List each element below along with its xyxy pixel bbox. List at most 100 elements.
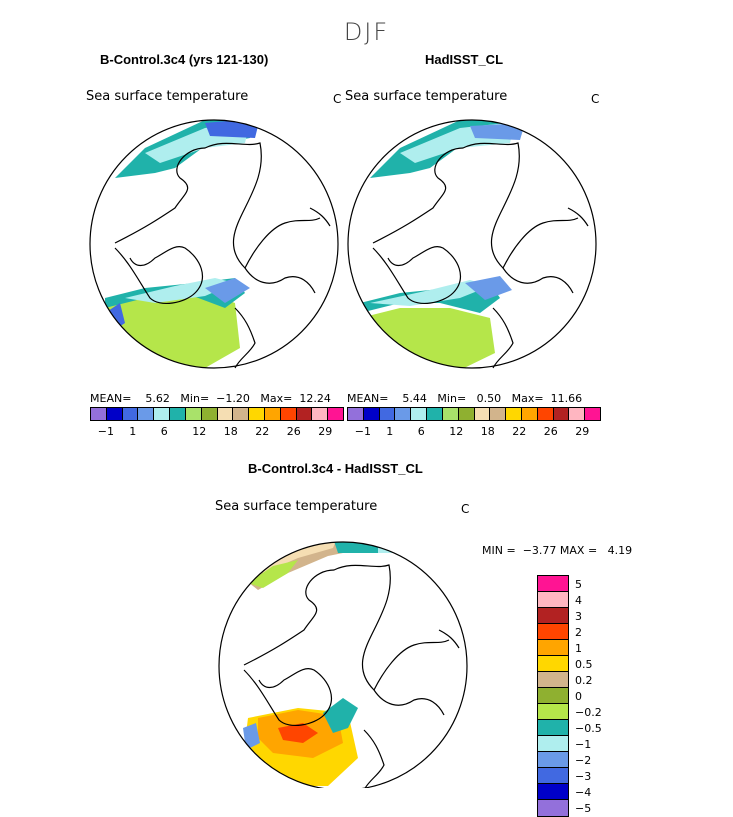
diff-variable: Sea surface temperature [215,499,378,514]
panel-2-atlantic-mild [360,308,495,368]
panel-2-coastlines [372,142,589,369]
panel-2-colorbar-swatch [553,408,570,420]
panel-2-colorbar-swatch [585,408,600,420]
panel-1-colorbar-tick-label: 1 [129,425,137,438]
panel-2-colorbar-swatch [458,408,475,420]
diff-legend-swatch [537,735,569,752]
panel-1-colorbar-tick-label: 29 [318,425,333,438]
panel-2-colorbar-tick-label: −1 [354,425,371,438]
diff-legend-label: −3 [575,770,592,783]
panel-2-title: HadISST_CL [425,52,504,67]
diff-map-border [218,541,468,788]
panel-1-colorbar-tick-label: −1 [97,425,114,438]
diff-pacific-green [248,560,298,588]
panel-1-min: −1.20 [216,392,250,405]
panel-2-colorbar-tick-label: 26 [543,425,558,438]
panel-2-mean: 5.44 [402,392,427,405]
panel-1-colorbar-labels: −1 1 6 12 18 22 26 29 [90,425,342,439]
panel-1-colorbar-tick-label: 6 [160,425,168,438]
panel-1-colorbar-swatch [217,408,234,420]
panel-2-colorbar-swatch [474,408,491,420]
diff-units: C [461,502,470,516]
panel-1-colorbar-swatch [249,408,265,420]
diff-legend-swatch [537,783,569,800]
diff-bering-cool [378,542,403,553]
diff-legend-label: 1 [575,642,582,655]
panel-1-colorbar-tick-label: 12 [192,425,207,438]
panel-2-atlantic-cool [370,280,490,306]
diff-min: −3.77 [522,544,557,557]
panel-2-colorbar-tick-label: 18 [480,425,495,438]
panel-2-colorbar-swatch [442,408,459,420]
diff-legend-swatch [537,607,569,624]
diff-max: 4.19 [607,544,633,557]
panel-1-colorbar-swatch [122,408,139,420]
diff-map [218,541,468,788]
panel-1-mean: 5.62 [145,392,170,405]
diff-legend-swatch [537,639,569,656]
diff-legend-label: 0.2 [575,674,593,687]
diff-pacific-tan [258,542,338,573]
diff-legend-swatch [537,671,569,688]
panel-2-map-border [347,119,597,369]
panel-2-colorbar-swatch [379,408,396,420]
panel-1-colorbar-swatch [312,408,329,420]
diff-legend: 5 4 3 2 1 0.5 0.2 0 −0.2 −0.5 −1 −2 −3 −4 −5 [537,575,602,817]
panel-2-colorbar-swatch [569,408,586,420]
diff-atlantic-red [278,723,318,743]
diff-legend-swatch [537,687,569,704]
diff-legend-swatch [537,575,569,592]
panel-1-title: B-Control.3c4 (yrs 121-130) [100,52,269,67]
panel-1-colorbar-tick-label: 26 [286,425,301,438]
panel-2-min: 0.50 [476,392,502,405]
panel-2-colorbar-swatch [521,408,538,420]
panel-2-colorbar-swatch [395,408,412,420]
panel-2-colorbar-tick-label: 22 [512,425,527,438]
panel-1-colorbar-swatch [328,408,343,420]
panel-2-bering-cold [470,123,525,140]
panel-1-colorbar [90,407,344,421]
diff-legend-label: 0.5 [575,658,593,671]
diff-legend-label: −0.2 [575,706,602,719]
diff-legend-swatch [537,767,569,784]
diff-legend-swatch [537,703,569,720]
diff-legend-swatch [537,799,569,817]
diff-title: B-Control.3c4 - HadISST_CL [248,461,423,476]
panel-1-colorbar-swatch [91,408,107,420]
diff-legend-label: 3 [575,610,582,623]
panel-1-colorbar-swatch [296,408,313,420]
diff-legend-swatch [537,655,569,672]
panel-1-colorbar-tick-label: 22 [255,425,270,438]
panel-1-colorbar-swatch [185,408,202,420]
panel-1-colorbar-swatch [233,408,250,420]
panel-2-colorbar-tick-label: 29 [575,425,590,438]
panel-2-colorbar-swatch [427,408,443,420]
panel-2-colorbar-swatch [411,408,428,420]
panel-2-colorbar-tick-label: 6 [417,425,425,438]
diff-legend-label: −0.5 [575,722,602,735]
diff-labrador-blue [243,723,260,750]
panel-2-colorbar-labels: −1 1 6 12 18 22 26 29 [347,425,599,439]
panel-2-variable: Sea surface temperature [345,89,508,104]
diff-legend-label: 0 [575,690,582,703]
panel-2-colorbar-swatch [348,408,364,420]
panel-2-colorbar-tick-label: 12 [449,425,464,438]
panel-1-colorbar-swatch [106,408,123,420]
panel-2-colorbar-swatch [537,408,554,420]
panel-1-nordic-blue [205,278,250,303]
panel-1-colorbar-swatch [264,408,281,420]
diff-legend-swatch [537,591,569,608]
diff-legend-label: −5 [575,802,592,815]
panel-1-colorbar-swatch [154,408,171,420]
panel-1-colorbar-swatch [280,408,297,420]
panel-1-units: C [333,92,342,106]
panel-1-map [89,119,339,369]
panel-2-colorbar-swatch [506,408,522,420]
panel-2-stats: MEAN= 5.44 Min= 0.50 Max= 11.66 [347,392,583,405]
panel-1-max: 12.24 [299,392,331,405]
panel-1-coastlines [114,142,331,369]
panel-2-max: 11.66 [550,392,583,405]
panel-1-atlantic-cool [125,278,235,303]
diff-nordic-teal [323,698,358,733]
diff-legend-swatch [537,719,569,736]
